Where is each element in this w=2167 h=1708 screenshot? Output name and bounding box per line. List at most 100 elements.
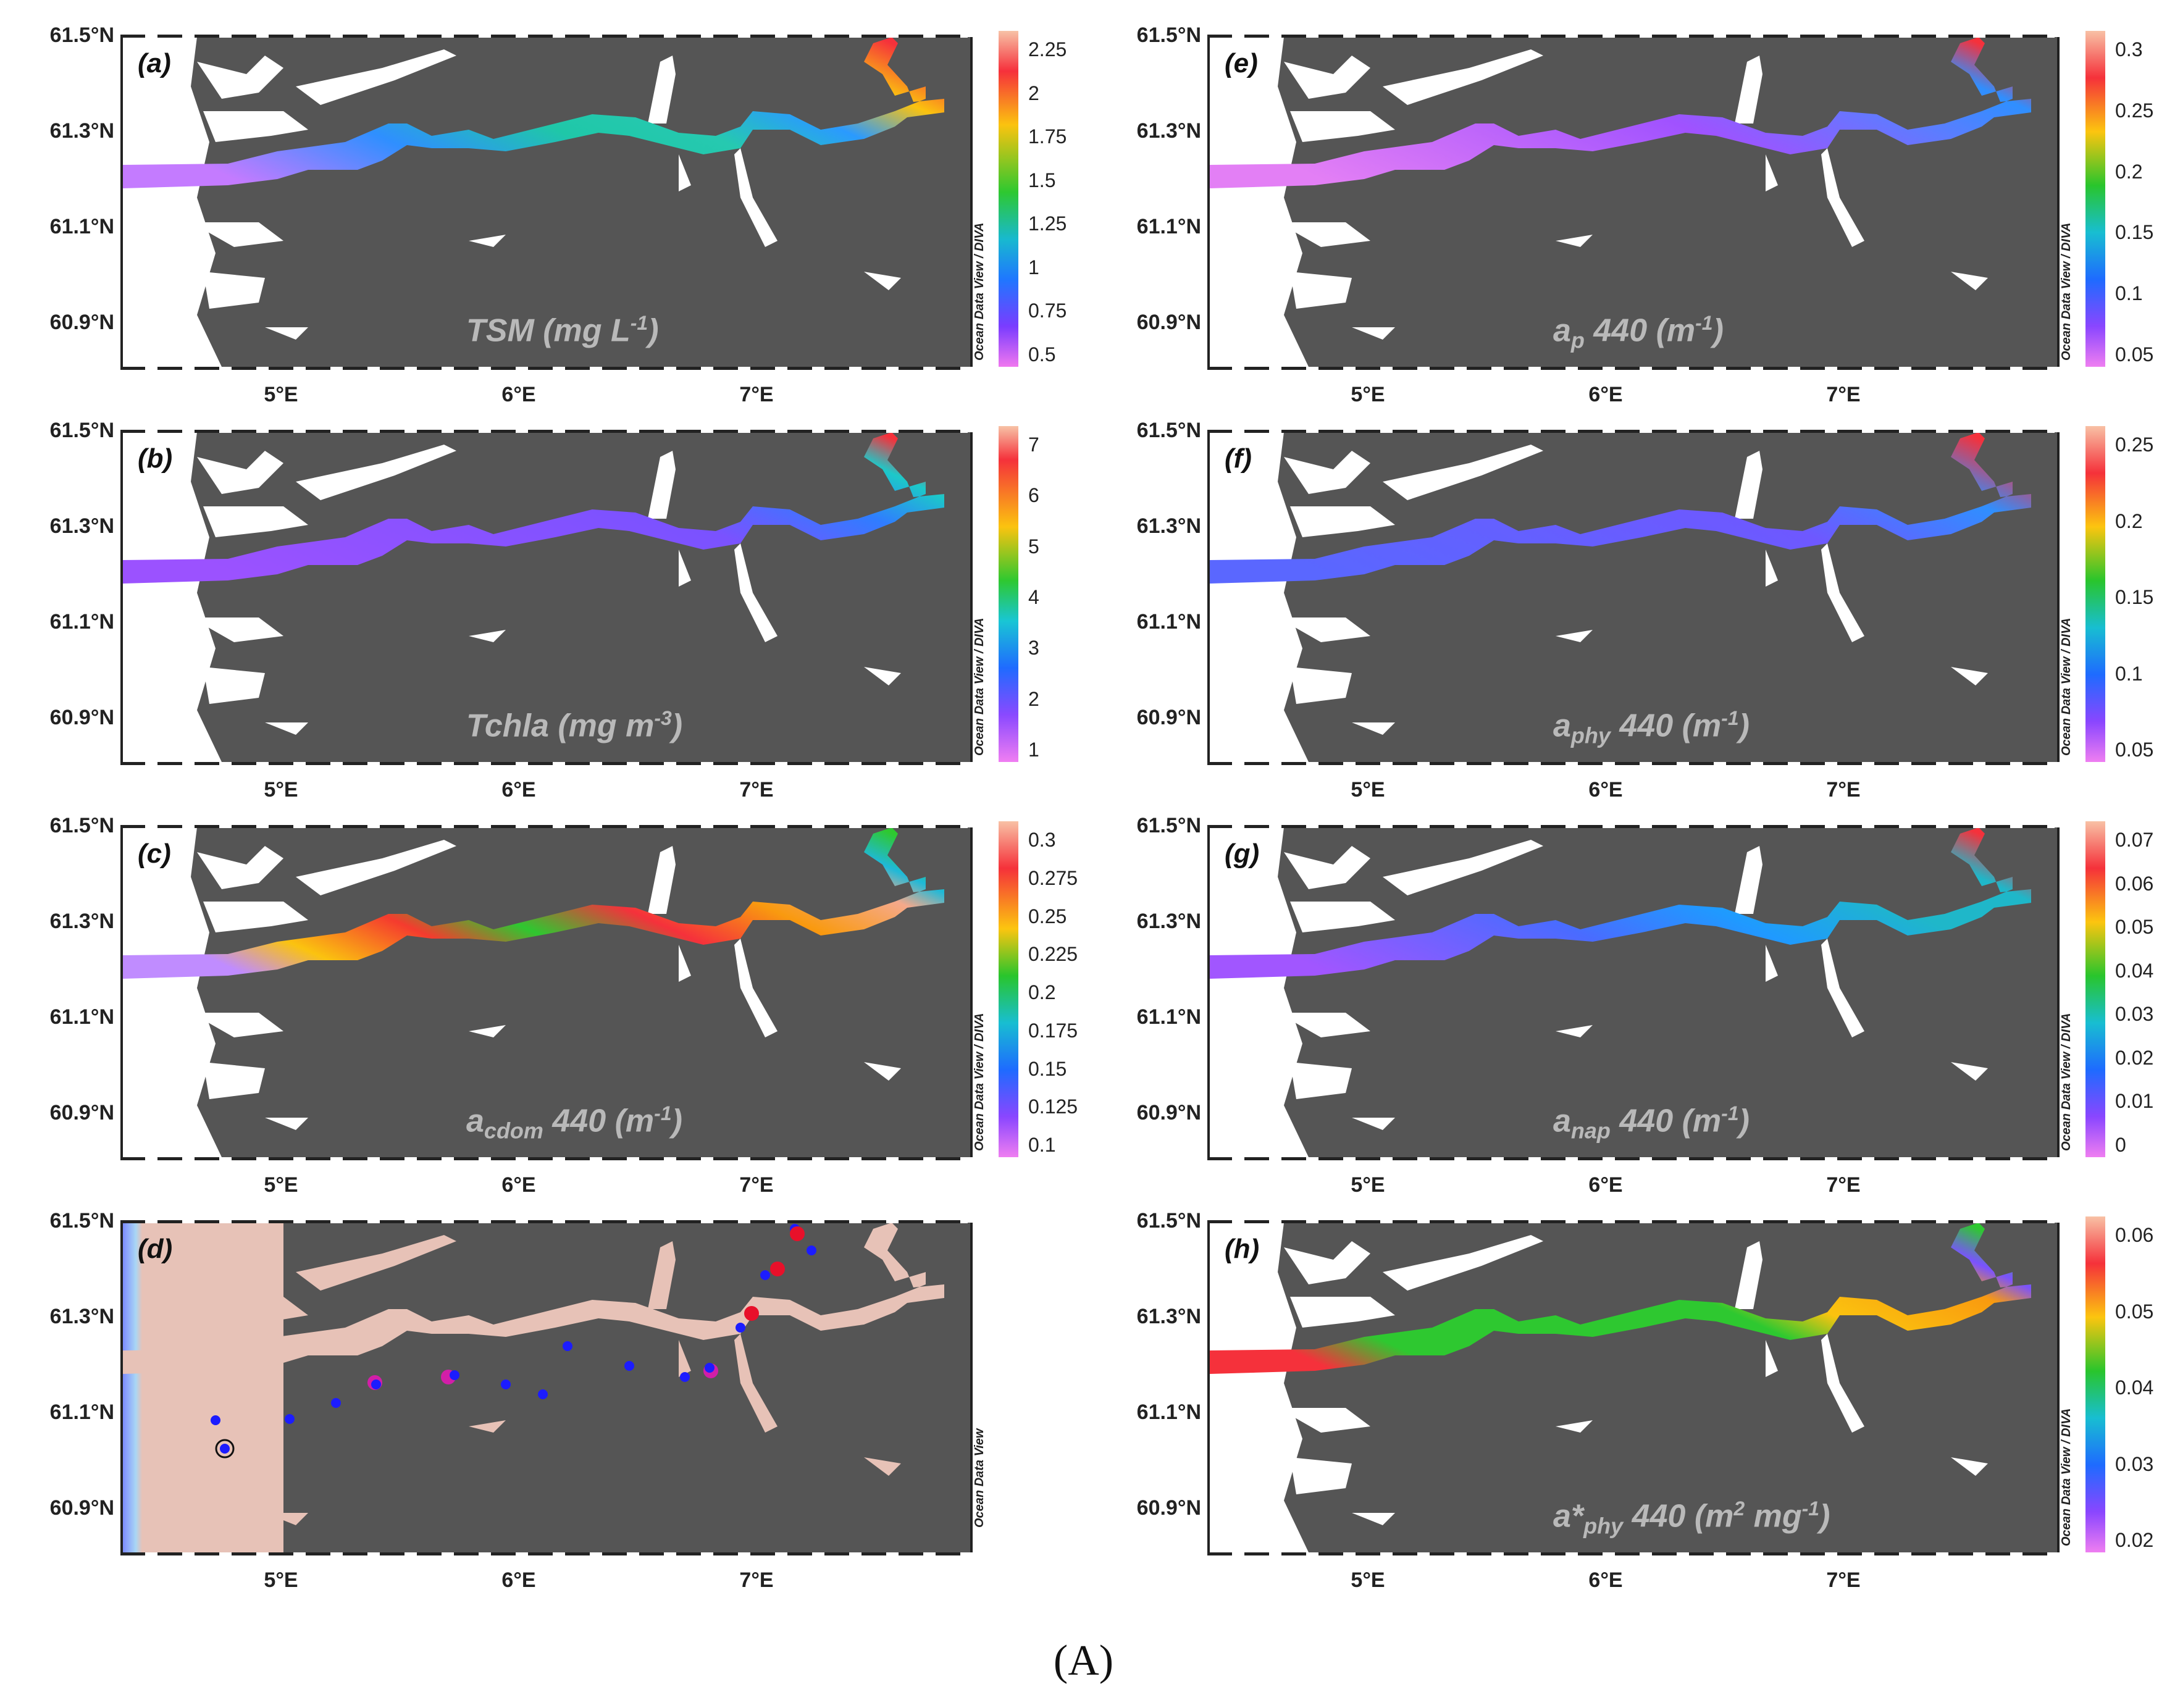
frame-top <box>120 35 968 38</box>
lat-tick-label: 61.3°N <box>49 514 114 538</box>
lat-tick-label: 61.3°N <box>49 910 114 933</box>
side-fjord <box>265 327 308 340</box>
panel-label: (c) <box>138 839 171 869</box>
lon-tick-label: 6°E <box>1588 1173 1623 1197</box>
lat-tick-label: 61.3°N <box>49 1305 114 1328</box>
side-fjord <box>1278 1013 1370 1037</box>
side-fjord <box>1284 56 1370 99</box>
colorbar-tick-label: 1.25 <box>1028 212 1067 235</box>
colorbar-tick-label: 2.25 <box>1028 38 1067 61</box>
colorbar <box>2085 426 2105 762</box>
colorbar-tick-label: 0.3 <box>2115 38 2143 61</box>
lat-tick-label: 61.3°N <box>1136 119 1201 143</box>
lon-tick-label: 5°E <box>1351 778 1385 802</box>
side-fjord <box>203 1457 265 1494</box>
side-fjord <box>469 1025 506 1037</box>
lat-tick-label: 61.1°N <box>1136 1400 1201 1424</box>
lat-tick-label: 61.1°N <box>49 215 114 238</box>
side-fjord <box>1766 550 1778 587</box>
side-fjord <box>203 902 308 932</box>
side-fjord <box>1766 154 1778 191</box>
frame-bottom <box>1207 1157 2055 1160</box>
lon-tick-label: 7°E <box>739 383 774 406</box>
variable-name: a* <box>1553 1498 1584 1534</box>
variable-unit-exponent: -1 <box>1801 1497 1820 1520</box>
colorbar <box>999 426 1018 762</box>
side-fjord <box>1278 1408 1370 1433</box>
lat-tick-label: 61.3°N <box>1136 910 1201 933</box>
open-ocean <box>1210 37 1309 367</box>
panel-label: (d) <box>138 1234 173 1264</box>
variable-wavelength: 440 (m <box>543 1103 655 1139</box>
side-fjord <box>1951 1062 1988 1081</box>
sampling-station <box>705 1363 715 1373</box>
variable-unit-exponent: -1 <box>630 312 648 334</box>
variable-unit-exponent: -1 <box>1695 312 1713 334</box>
side-fjord <box>1821 148 1864 247</box>
side-fjord <box>864 667 901 685</box>
open-ocean <box>123 37 222 367</box>
panel-label: (h) <box>1225 1234 1260 1264</box>
map-svg <box>1210 1223 2031 1552</box>
frame-bottom <box>120 367 968 370</box>
side-fjord <box>1278 222 1370 247</box>
frame-top <box>1207 430 2055 433</box>
side-fjord <box>1383 49 1543 105</box>
side-fjord <box>1284 1241 1370 1284</box>
frame-bottom <box>120 1552 968 1555</box>
variable-label: TSM (mg L-1) <box>466 312 659 349</box>
lat-tick-label: 61.5°N <box>1136 814 1201 837</box>
lat-tick-label: 60.9°N <box>49 311 114 334</box>
side-fjord <box>1383 1235 1543 1291</box>
lon-tick-label: 6°E <box>1588 778 1623 802</box>
colorbar-tick-label: 0.04 <box>2115 1376 2154 1399</box>
side-fjord <box>648 846 676 914</box>
panel-label: (b) <box>138 443 173 474</box>
lat-tick-label: 61.1°N <box>49 1400 114 1424</box>
frame-top <box>120 430 968 433</box>
side-fjord <box>203 1297 308 1328</box>
colorbar <box>999 31 1018 367</box>
lat-tick-label: 61.1°N <box>49 1005 114 1029</box>
side-fjord <box>191 1408 283 1433</box>
sampling-station <box>371 1379 381 1389</box>
side-fjord <box>1290 902 1395 932</box>
colorbar-tick-label: 0.3 <box>1028 829 1056 851</box>
variable-label: ap 440 (m-1) <box>1553 312 1724 354</box>
lon-tick-label: 6°E <box>1588 1568 1623 1592</box>
side-fjord <box>1284 846 1370 889</box>
open-ocean <box>123 432 222 762</box>
lon-tick-label: 7°E <box>1826 778 1861 802</box>
side-fjord <box>648 56 676 123</box>
colorbar-tick-label: 0.05 <box>2115 1300 2154 1323</box>
colorbar-tick-label: 0.25 <box>2115 433 2154 456</box>
colorbar-tick-label: 0.15 <box>2115 221 2154 244</box>
side-fjord <box>197 1241 283 1284</box>
sampling-station <box>760 1270 770 1280</box>
colorbar-tick-label: 0.05 <box>2115 916 2154 939</box>
sampling-station <box>807 1245 816 1255</box>
side-fjord <box>1556 1025 1593 1037</box>
colorbar-tick-label: 1.5 <box>1028 169 1056 191</box>
colorbar-tick-label: 0.05 <box>2115 343 2154 366</box>
side-fjord <box>1352 327 1395 340</box>
variable-subscript: p <box>1570 327 1585 353</box>
sognefjord <box>123 37 944 188</box>
frame-bottom <box>1207 762 2055 765</box>
variable-label: anap 440 (m-1) <box>1553 1102 1750 1144</box>
colorbar-tick-label: 5 <box>1028 535 1039 558</box>
colorbar-tick-label: 0.06 <box>2115 1224 2154 1246</box>
colorbar-tick-label: 1 <box>1028 256 1039 278</box>
variable-label: Tchla (mg m-3) <box>466 707 682 744</box>
side-fjord <box>203 1062 265 1099</box>
map-area <box>120 827 973 1157</box>
odv-credit: Ocean Data View / DIVA <box>973 1013 986 1151</box>
side-fjord <box>1951 1457 1988 1476</box>
side-fjord <box>1556 235 1593 247</box>
side-fjord <box>1951 272 1988 290</box>
lat-tick-label: 61.5°N <box>1136 23 1201 47</box>
colorbar-tick-label: 0.175 <box>1028 1019 1078 1042</box>
side-fjord <box>734 1334 778 1433</box>
sampling-station <box>538 1389 548 1399</box>
side-fjord <box>864 272 901 290</box>
